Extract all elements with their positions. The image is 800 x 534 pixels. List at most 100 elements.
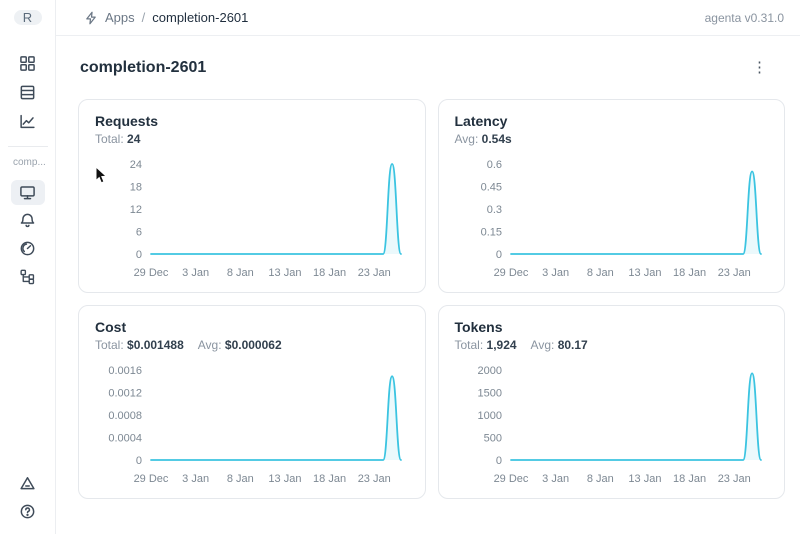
cost-card: Cost Total: $0.001488 Avg: $0.000062 0 0.0… xyxy=(78,305,426,499)
sidebar-item-alerts[interactable] xyxy=(11,471,45,496)
gauge-icon xyxy=(19,240,36,257)
svg-text:12: 12 xyxy=(130,204,142,216)
breadcrumb-separator: / xyxy=(141,10,146,25)
svg-text:8 Jan: 8 Jan xyxy=(586,267,613,279)
page-content: completion-2601 ⋮ Requests Total: 24 0 6 1… xyxy=(56,36,800,534)
svg-text:0: 0 xyxy=(136,249,142,261)
sidebar-item-deployment[interactable] xyxy=(11,236,45,261)
sidebar: R xyxy=(0,0,56,534)
svg-text:3 Jan: 3 Jan xyxy=(542,267,569,279)
sidebar-item-observability[interactable] xyxy=(11,109,45,134)
card-title: Requests xyxy=(95,113,159,129)
sidebar-item-evaluations[interactable] xyxy=(11,208,45,233)
svg-text:29 Dec: 29 Dec xyxy=(493,473,528,485)
sidebar-item-apps[interactable] xyxy=(11,51,45,76)
page-title: completion-2601 xyxy=(80,58,207,76)
svg-text:0.0012: 0.0012 xyxy=(108,388,142,400)
sidebar-top-nav xyxy=(11,51,45,134)
svg-text:18 Jan: 18 Jan xyxy=(313,267,346,279)
sidebar-item-endpoints[interactable] xyxy=(11,264,45,289)
stat: Avg: 80.17 xyxy=(530,338,588,352)
svg-text:3 Jan: 3 Jan xyxy=(542,473,569,485)
svg-text:0.15: 0.15 xyxy=(480,227,501,239)
svg-text:13 Jan: 13 Jan xyxy=(268,267,301,279)
svg-text:0.6: 0.6 xyxy=(486,159,501,171)
cost-chart: 0 0.0004 0.0008 0.0012 0.0016 29 Dec 3 Jan 8 Ja… xyxy=(95,358,409,492)
svg-text:1000: 1000 xyxy=(477,410,501,422)
sidebar-divider xyxy=(7,146,48,147)
kebab-menu-icon[interactable]: ⋮ xyxy=(746,56,773,79)
svg-text:13 Jan: 13 Jan xyxy=(628,473,661,485)
svg-text:3 Jan: 3 Jan xyxy=(182,267,209,279)
svg-text:18 Jan: 18 Jan xyxy=(673,473,706,485)
grid-icon xyxy=(19,55,36,72)
card-stats: Total: $0.001488 Avg: $0.000062 xyxy=(95,338,409,352)
card-title: Cost xyxy=(95,319,127,335)
svg-text:23 Jan: 23 Jan xyxy=(717,473,750,485)
help-icon xyxy=(19,503,36,520)
svg-text:13 Jan: 13 Jan xyxy=(628,267,661,279)
svg-text:0: 0 xyxy=(495,455,501,467)
triangle-icon xyxy=(19,475,36,492)
top-bar: Apps / completion-2601 agenta v0.31.0 xyxy=(56,0,800,36)
list-icon xyxy=(19,84,36,101)
svg-text:29 Dec: 29 Dec xyxy=(493,267,528,279)
requests-chart: 0 6 12 18 24 29 Dec 3 Jan 8 Jan 13 Jan 18 Jan 23 J… xyxy=(95,152,409,286)
card-title: Latency xyxy=(454,113,508,129)
svg-text:29 Dec: 29 Dec xyxy=(134,267,169,279)
sidebar-app-nav xyxy=(0,179,428,471)
requests-card: Requests Total: 24 0 6 12 18 24 29 Dec 3 Jan 8 … xyxy=(78,99,426,293)
card-stats: Total: 24 xyxy=(95,132,409,146)
svg-text:18: 18 xyxy=(130,182,142,194)
svg-text:18 Jan: 18 Jan xyxy=(313,473,346,485)
sidebar-item-testsets[interactable] xyxy=(11,80,45,105)
svg-text:0.45: 0.45 xyxy=(480,182,501,194)
svg-text:3 Jan: 3 Jan xyxy=(182,473,209,485)
card-title: Tokens xyxy=(454,319,503,335)
svg-text:0: 0 xyxy=(136,455,142,467)
stat: Total: $0.001488 xyxy=(95,338,184,352)
page-header: completion-2601 ⋮ xyxy=(78,56,785,79)
svg-text:18 Jan: 18 Jan xyxy=(673,267,706,279)
svg-text:29 Dec: 29 Dec xyxy=(134,473,169,485)
svg-text:0.0008: 0.0008 xyxy=(108,410,142,422)
svg-text:1500: 1500 xyxy=(477,388,501,400)
latency-card: Latency Avg: 0.54s 0 0.15 0.3 0.45 0.6 29 Dec… xyxy=(437,99,785,293)
metrics-grid: Requests Total: 24 0 6 12 18 24 29 Dec 3 Jan 8 … xyxy=(78,99,785,499)
svg-text:0: 0 xyxy=(495,249,501,261)
lightning-icon xyxy=(84,11,98,25)
svg-text:23 Jan: 23 Jan xyxy=(358,267,391,279)
tokens-card: Tokens Total: 1,924 Avg: 80.17 0 500 1000 15… xyxy=(437,305,785,499)
sidebar-item-help[interactable] xyxy=(11,499,45,524)
svg-text:23 Jan: 23 Jan xyxy=(358,473,391,485)
svg-text:8 Jan: 8 Jan xyxy=(227,473,254,485)
stat: Total: 24 xyxy=(95,132,141,146)
breadcrumb-apps-link[interactable]: Apps xyxy=(105,10,135,25)
svg-text:0.0016: 0.0016 xyxy=(108,365,142,377)
version-label: agenta v0.31.0 xyxy=(704,10,784,25)
card-stats: Total: 1,924 Avg: 80.17 xyxy=(455,338,769,352)
app-name-label: comp... xyxy=(13,156,46,168)
sidebar-bottom-nav xyxy=(11,471,45,524)
svg-text:0.0004: 0.0004 xyxy=(108,433,142,445)
tree-icon xyxy=(19,268,36,285)
trend-chart-icon xyxy=(19,113,36,130)
svg-text:13 Jan: 13 Jan xyxy=(268,473,301,485)
avatar[interactable]: R xyxy=(13,10,42,26)
svg-text:2000: 2000 xyxy=(477,365,501,377)
breadcrumb: Apps / completion-2601 xyxy=(84,10,248,25)
svg-text:500: 500 xyxy=(483,433,501,445)
breadcrumb-current: completion-2601 xyxy=(152,10,249,25)
svg-text:6: 6 xyxy=(136,227,142,239)
tokens-chart: 0 500 1000 1500 2000 29 Dec 3 Jan 8 Jan 13 Jan 18… xyxy=(455,358,769,492)
svg-text:8 Jan: 8 Jan xyxy=(227,267,254,279)
monitor-icon xyxy=(19,184,36,201)
svg-text:0.3: 0.3 xyxy=(486,204,501,216)
stat: Avg: $0.000062 xyxy=(197,338,282,352)
card-stats: Avg: 0.54s xyxy=(455,132,769,146)
sidebar-item-overview[interactable] xyxy=(10,179,45,205)
svg-text:24: 24 xyxy=(130,159,142,171)
svg-text:8 Jan: 8 Jan xyxy=(586,473,613,485)
stat: Total: 1,924 xyxy=(454,338,517,352)
